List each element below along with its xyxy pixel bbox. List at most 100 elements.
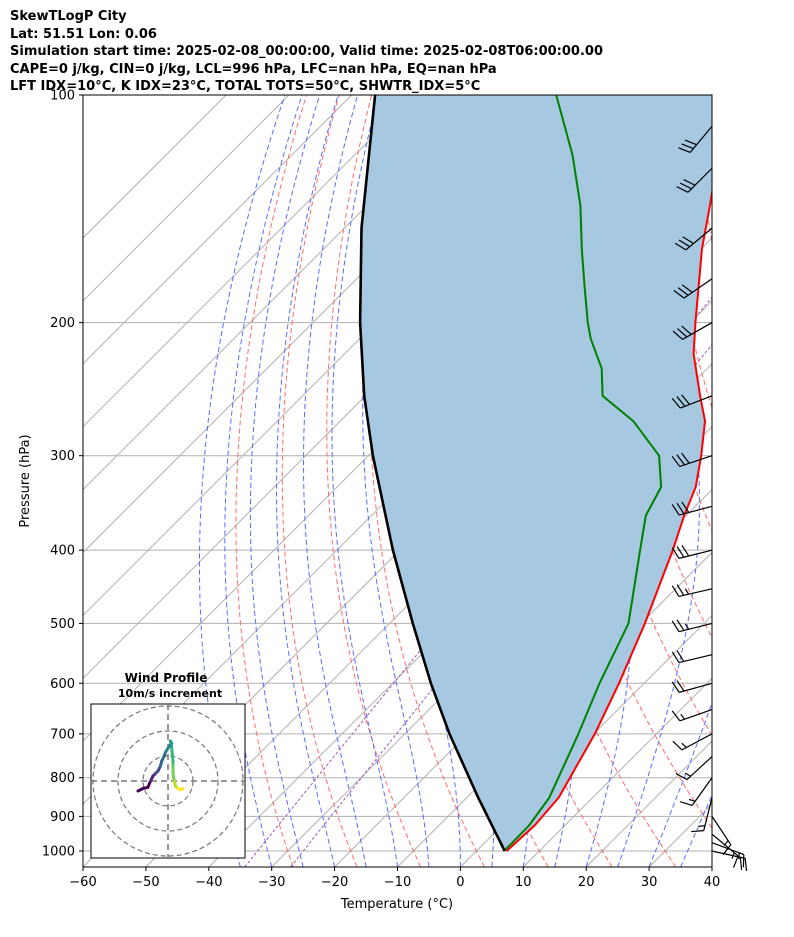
y-tick-label: 900 [50, 810, 75, 825]
wind-barb-half-flag [684, 588, 690, 595]
wind-barb-flag [732, 855, 739, 868]
hodograph-title: Wind Profile [125, 671, 208, 685]
wind-barb-half-flag [680, 713, 686, 720]
x-tick-label: 20 [578, 875, 595, 890]
dry-adiabat [235, 95, 307, 867]
moist-adiabat [303, 95, 367, 867]
wind-barb-staff [679, 708, 713, 722]
dry-adiabat [730, 95, 794, 867]
wind-barb-flag [676, 502, 685, 515]
wind-barb-staff [679, 455, 713, 468]
wind-barb-half-flag [684, 623, 690, 630]
wind-barb-staff [679, 682, 713, 693]
wind-barb-staff [687, 167, 713, 193]
wind-barb-staff [678, 622, 713, 633]
wind-barb-flag [672, 330, 683, 340]
wind-barb-flag [676, 619, 685, 631]
isotherm [83, 95, 290, 302]
wind-barb-flag [679, 801, 693, 806]
wind-barb-staff [711, 816, 732, 846]
wind-barb-half-flag [731, 852, 735, 859]
cape-cin-shading [360, 95, 712, 851]
wind-barb-staff [680, 395, 713, 409]
wind-barb-flag [691, 830, 704, 833]
wind-barb-flag [674, 242, 687, 251]
wind-barbs [671, 125, 748, 872]
wind-barb-half-flag [688, 798, 696, 802]
wind-barb-staff [685, 227, 713, 251]
x-tick-label: 30 [641, 875, 658, 890]
wind-barb-flag [676, 328, 688, 338]
x-tick-label: 40 [704, 875, 721, 890]
wind-barb-staff [689, 125, 713, 153]
x-tick-label: −20 [321, 875, 348, 890]
wind-barb-flag [671, 397, 681, 409]
x-tick-label: −40 [195, 875, 222, 890]
y-tick-label: 400 [50, 544, 75, 559]
x-tick-label: −10 [384, 875, 411, 890]
wind-barb-flag [671, 585, 680, 597]
dry-adiabat [369, 95, 485, 867]
hodograph-trace [179, 787, 185, 792]
moist-adiabat [199, 95, 286, 867]
wind-barb-flag [677, 287, 689, 296]
wind-barb-flag [675, 772, 688, 781]
wind-barb-flag [679, 182, 692, 190]
y-tick-label: 1000 [42, 844, 75, 859]
isotherm [83, 95, 478, 491]
wind-barb-flag [681, 284, 693, 293]
moist-adiabat [617, 95, 701, 867]
moist-adiabat [224, 95, 303, 867]
location-line: Lat: 51.51 Lon: 0.06 [10, 26, 157, 42]
wind-barb-flag [671, 547, 680, 559]
wind-barb-staff [678, 654, 713, 664]
wind-barb-flag [744, 858, 748, 872]
wind-barb-flag [678, 147, 691, 153]
wind-barb-flag [671, 455, 681, 467]
y-tick-label: 200 [50, 316, 75, 331]
wind-barb-staff [678, 505, 713, 516]
wind-barb-flag [676, 396, 686, 407]
wind-barb-flag [671, 681, 680, 693]
moist-adiabat [362, 95, 430, 867]
wind-barb-flag [683, 179, 696, 186]
isotherm [83, 95, 416, 428]
wind-barb-flag [672, 740, 683, 751]
wind-barb-flag [671, 651, 680, 663]
y-tick-label: 100 [50, 89, 75, 104]
chart-title: SkewTLogP City [10, 9, 127, 24]
hodograph-ring [117, 730, 219, 832]
isotherm [83, 95, 227, 239]
wind-barb-staff [691, 777, 713, 806]
wind-barb-staff [678, 549, 713, 559]
y-axis-label: Pressure (hPa) [18, 434, 33, 527]
wind-barb-flag [676, 584, 685, 596]
moist-adiabat [331, 95, 398, 867]
profile-layer [358, 95, 712, 852]
hodograph-subtitle: 10m/s increment [118, 687, 222, 700]
wind-barb-flag [681, 394, 691, 405]
x-tick-label: 10 [515, 875, 532, 890]
wind-barb-half-flag [681, 742, 687, 748]
isotherm [83, 95, 353, 365]
dry-adiabat [281, 95, 358, 867]
time-line: Simulation start time: 2025-02-08_00:00:… [10, 44, 603, 60]
wind-barb-flag [684, 139, 697, 146]
wind-barb-flag [722, 844, 732, 856]
wind-barb-flag [682, 236, 694, 244]
index-line: LFT IDX=10°C, K IDX=23°C, TOTAL TOTS=50°… [10, 79, 481, 95]
y-tick-label: 300 [50, 449, 75, 464]
hodograph [90, 703, 246, 859]
wind-barb-flag [678, 239, 691, 248]
moist-adiabat [680, 794, 712, 867]
x-tick-label: −50 [132, 875, 159, 890]
wind-barb-staff [683, 278, 713, 299]
wind-barb-flag [681, 501, 690, 513]
isotherm [522, 677, 712, 867]
x-tick-label: −30 [258, 875, 285, 890]
wind-barb-staff [711, 850, 746, 859]
y-tick-label: 700 [50, 727, 75, 742]
x-axis-label: Temperature (°C) [340, 897, 453, 912]
chart-header: SkewTLogP City Lat: 51.51 Lon: 0.06 Simu… [10, 8, 603, 96]
